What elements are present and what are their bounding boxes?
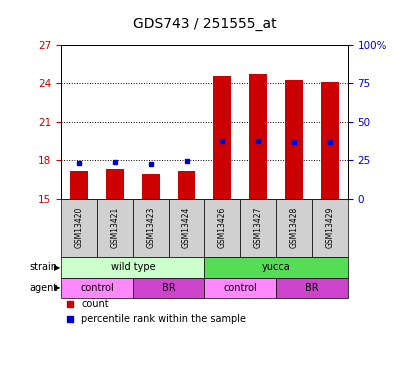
Bar: [133, 278, 205, 298]
Bar: [61, 278, 133, 298]
Bar: [61, 257, 205, 278]
Bar: [169, 199, 205, 257]
Bar: [97, 199, 133, 257]
Text: strain: strain: [29, 262, 57, 272]
Text: percentile rank within the sample: percentile rank within the sample: [81, 314, 246, 324]
Text: GSM13420: GSM13420: [75, 207, 84, 249]
Text: GSM13424: GSM13424: [182, 207, 191, 249]
Bar: [205, 257, 348, 278]
Text: GSM13426: GSM13426: [218, 207, 227, 249]
Text: agent: agent: [29, 283, 57, 293]
Bar: [285, 80, 303, 199]
Text: wild type: wild type: [111, 262, 155, 272]
Text: yucca: yucca: [261, 262, 290, 272]
Text: GSM13428: GSM13428: [290, 207, 298, 249]
Bar: [321, 82, 339, 199]
Bar: [142, 174, 160, 199]
Text: ▶: ▶: [54, 263, 60, 272]
Text: count: count: [81, 299, 109, 309]
Bar: [133, 199, 169, 257]
Text: GSM13423: GSM13423: [146, 207, 155, 249]
Bar: [205, 199, 240, 257]
Bar: [70, 171, 88, 199]
Bar: [178, 171, 196, 199]
Bar: [276, 199, 312, 257]
Text: GSM13429: GSM13429: [325, 207, 334, 249]
Text: control: control: [223, 283, 257, 293]
Bar: [276, 278, 348, 298]
Bar: [205, 278, 276, 298]
Bar: [213, 76, 231, 199]
Text: GDS743 / 251555_at: GDS743 / 251555_at: [133, 17, 276, 31]
Text: BR: BR: [305, 283, 319, 293]
Bar: [312, 199, 348, 257]
Bar: [61, 199, 97, 257]
Text: GSM13421: GSM13421: [111, 207, 119, 249]
Text: GSM13427: GSM13427: [254, 207, 263, 249]
Bar: [106, 169, 124, 199]
Text: control: control: [80, 283, 114, 293]
Bar: [249, 75, 267, 199]
Text: ▶: ▶: [54, 284, 60, 292]
Text: BR: BR: [162, 283, 175, 293]
Bar: [240, 199, 276, 257]
